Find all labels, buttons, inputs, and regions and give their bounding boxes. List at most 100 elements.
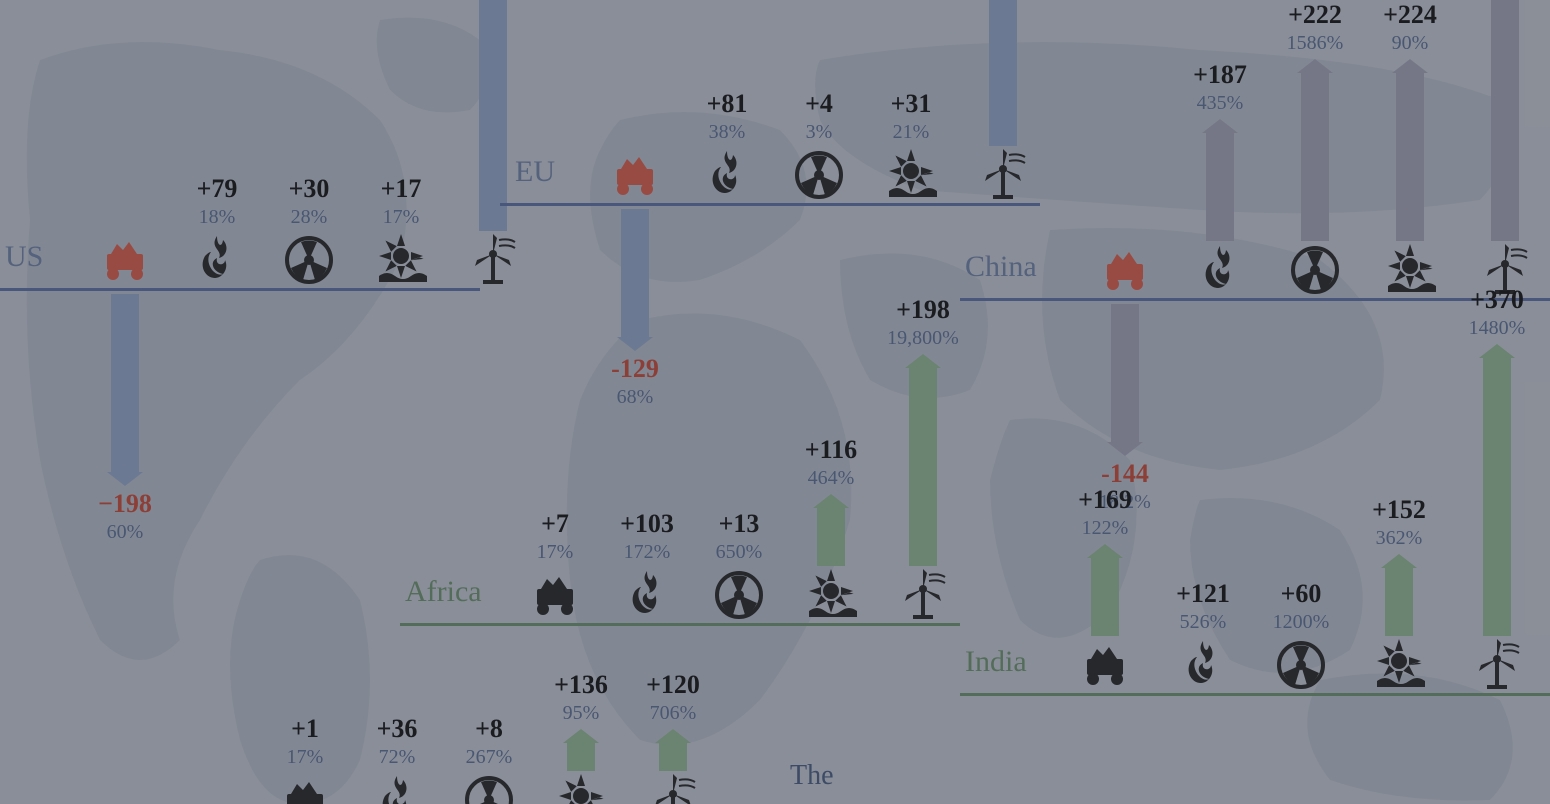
source-pct: 267% — [466, 746, 513, 769]
source-value: +13 — [716, 509, 763, 539]
gas-icon — [699, 147, 755, 203]
source-value: +30 — [289, 174, 330, 204]
bar — [989, 0, 1017, 146]
source-pct: 60% — [98, 521, 152, 544]
coal-icon — [1077, 637, 1133, 693]
source-pct: 17% — [287, 746, 324, 769]
gas-icon — [619, 567, 675, 623]
nuclear-icon — [791, 147, 847, 203]
region-label: China — [965, 250, 1037, 284]
source-labels: +3028% — [289, 174, 330, 229]
source-value: +36 — [377, 714, 418, 744]
source-labels: +2221586% — [1287, 0, 1344, 55]
wind-icon — [975, 147, 1031, 203]
coal-icon — [607, 147, 663, 203]
source-pct: 122% — [1078, 517, 1132, 540]
source-labels: +3672% — [377, 714, 418, 769]
source-labels: +120706% — [646, 670, 700, 725]
source-labels: +3701480% — [1469, 285, 1526, 340]
source-labels: +169122% — [1078, 485, 1132, 540]
baseline — [400, 623, 960, 626]
source-pct: 650% — [716, 541, 763, 564]
source-pct: 464% — [805, 467, 857, 490]
source-labels: +8138% — [707, 89, 748, 144]
source-value: +152 — [1372, 495, 1426, 525]
bar — [621, 209, 649, 339]
bar — [1301, 71, 1329, 241]
region-label: US — [5, 240, 43, 274]
source-labels: +43% — [805, 89, 833, 144]
source-pct: 38% — [707, 121, 748, 144]
bar — [1111, 304, 1139, 444]
source-labels: +19819,800% — [887, 295, 959, 350]
region-label: India — [965, 645, 1027, 679]
source-labels: +187435% — [1193, 60, 1247, 115]
source-labels: +601200% — [1273, 579, 1330, 634]
bar — [817, 506, 845, 566]
source-value: +8 — [466, 714, 513, 744]
source-labels: +121526% — [1176, 579, 1230, 634]
source-labels: -12968% — [611, 354, 659, 409]
source-labels: +3121% — [891, 89, 932, 144]
bar — [479, 0, 507, 231]
coal-icon — [97, 232, 153, 288]
bar — [909, 366, 937, 566]
wind-icon — [465, 232, 521, 288]
source-labels: +152362% — [1372, 495, 1426, 550]
baseline — [960, 298, 1550, 301]
baseline — [0, 288, 480, 291]
source-pct: 21% — [891, 121, 932, 144]
source-labels: +717% — [537, 509, 574, 564]
gas-icon — [189, 232, 245, 288]
source-value: +370 — [1469, 285, 1526, 315]
source-labels: +8267% — [466, 714, 513, 769]
bar — [1091, 556, 1119, 636]
source-value: +169 — [1078, 485, 1132, 515]
coal-icon — [1097, 242, 1153, 298]
wind-icon — [645, 772, 701, 804]
hydro-icon — [883, 147, 939, 203]
source-value: +198 — [887, 295, 959, 325]
source-pct: 1586% — [1287, 32, 1344, 55]
coal-icon — [527, 567, 583, 623]
region-us: US−19860%+7918%+3028%+1717% — [0, 290, 480, 291]
region-label: Africa — [405, 575, 482, 609]
source-value: -129 — [611, 354, 659, 384]
wind-icon — [1469, 637, 1525, 693]
source-labels: −19860% — [98, 489, 152, 544]
source-pct: 526% — [1176, 611, 1230, 634]
source-value: +136 — [554, 670, 608, 700]
source-pct: 19,800% — [887, 327, 959, 350]
source-value: +116 — [805, 435, 857, 465]
baseline — [960, 693, 1550, 696]
source-value: +79 — [197, 174, 238, 204]
source-value: +224 — [1383, 0, 1437, 30]
nuclear-icon — [711, 567, 767, 623]
baseline — [500, 203, 1040, 206]
region-africa: Africa+717%+103172%+13650%+116464%+19819… — [400, 625, 960, 626]
nuclear-icon — [1287, 242, 1343, 298]
source-value: +187 — [1193, 60, 1247, 90]
hydro-icon — [1371, 637, 1427, 693]
footer-text: The — [790, 760, 834, 792]
source-pct: 1480% — [1469, 317, 1526, 340]
source-pct: 1200% — [1273, 611, 1330, 634]
source-value: +7 — [537, 509, 574, 539]
gas-icon — [369, 772, 425, 804]
source-pct: 172% — [620, 541, 674, 564]
hydro-icon — [803, 567, 859, 623]
region-china: China-14418.2%+187435%+2221586%+22490% — [960, 300, 1550, 301]
gas-icon — [1175, 637, 1231, 693]
source-pct: 28% — [289, 206, 330, 229]
bar — [659, 741, 687, 771]
source-value: +60 — [1273, 579, 1330, 609]
source-value: +222 — [1287, 0, 1344, 30]
source-value: +103 — [620, 509, 674, 539]
nuclear-icon — [1273, 637, 1329, 693]
bar — [111, 294, 139, 474]
source-labels: +116464% — [805, 435, 857, 490]
source-pct: 95% — [554, 702, 608, 725]
source-labels: +13650% — [716, 509, 763, 564]
hydro-icon — [553, 772, 609, 804]
source-value: +17 — [381, 174, 422, 204]
